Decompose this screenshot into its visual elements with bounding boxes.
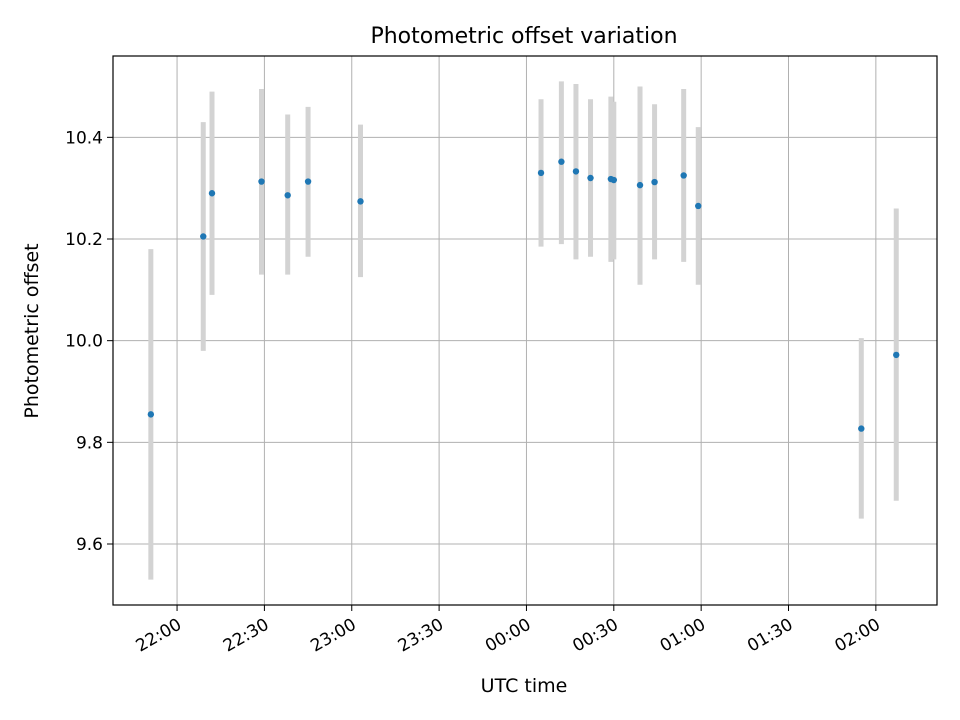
data-point <box>680 172 687 179</box>
data-point <box>893 351 900 359</box>
data-point <box>636 181 644 189</box>
data-point <box>284 192 291 199</box>
y-tick-label: 10.0 <box>65 332 103 352</box>
data-point <box>587 174 594 182</box>
plot-frame <box>112 55 938 606</box>
data-point <box>147 411 155 418</box>
x-axis-label: UTC time <box>481 675 568 697</box>
data-point <box>651 178 658 186</box>
y-axis-ticks: 9.6 9.8 10.0 10.2 10.4 <box>65 128 113 555</box>
y-tick-label: 10.2 <box>65 230 103 250</box>
data-point <box>695 202 702 210</box>
data-point <box>200 233 207 240</box>
y-tick-label: 9.6 <box>76 535 103 555</box>
data-points <box>147 158 900 432</box>
data-point <box>304 178 312 185</box>
y-tick-label: 10.4 <box>65 128 103 148</box>
data-point <box>610 176 618 184</box>
data-point <box>208 190 216 197</box>
data-point <box>858 425 865 432</box>
y-tick-label: 9.8 <box>76 433 103 453</box>
data-point <box>357 198 364 205</box>
data-point <box>537 169 545 177</box>
y-axis-label: Photometric offset <box>21 243 43 418</box>
data-point <box>558 158 565 165</box>
data-point <box>572 168 580 175</box>
chart-title: Photometric offset variation <box>370 24 677 49</box>
data-point <box>258 178 265 185</box>
